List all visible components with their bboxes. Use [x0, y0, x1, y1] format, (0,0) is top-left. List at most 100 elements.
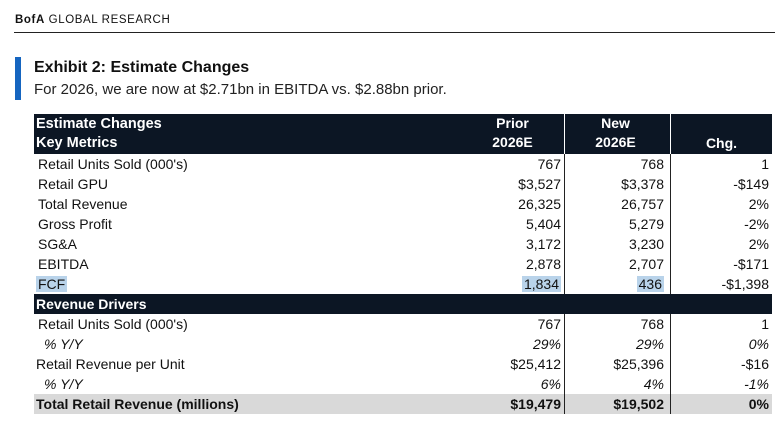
prior-value: 6%	[540, 376, 561, 392]
new-value: 2,707	[628, 256, 664, 272]
table-row: Retail Units Sold (000's) 767 768 1	[34, 314, 772, 334]
new-value: 26,757	[621, 196, 664, 212]
new-value: 436	[567, 274, 664, 294]
revenue-drivers-body: Retail Units Sold (000's) 767 768 1 % Y/…	[34, 314, 772, 414]
col-divider	[564, 334, 565, 354]
header-new-label: New	[601, 115, 630, 131]
col-divider	[564, 394, 565, 414]
chg-value: -$16	[740, 356, 769, 372]
table-row: % Y/Y 29% 29% 0%	[34, 334, 772, 354]
key-metrics-body: Retail Units Sold (000's) 767 768 1 Reta…	[34, 154, 772, 294]
row-label: Retail GPU	[38, 176, 109, 192]
chg-value: 1	[761, 316, 769, 332]
col-divider	[564, 314, 565, 334]
col-divider	[670, 234, 671, 254]
col-divider	[564, 214, 565, 234]
col-divider	[564, 354, 565, 374]
fcf-prior-highlight: 1,834	[521, 276, 561, 292]
header-divider-2	[670, 114, 671, 154]
exhibit-accent-bar	[15, 57, 21, 100]
col-divider	[564, 234, 565, 254]
new-value: 4%	[643, 376, 664, 392]
col-divider	[564, 174, 565, 194]
new-value: 768	[640, 156, 664, 172]
prior-value: 767	[537, 316, 561, 332]
table-row: EBITDA 2,878 2,707 -$171	[34, 254, 772, 274]
table-row-fcf: FCF 1,834 436 -$1,398	[34, 274, 772, 294]
col-divider	[564, 194, 565, 214]
row-label: FCF	[36, 274, 68, 294]
new-value: $3,378	[621, 176, 664, 192]
section-title: Revenue Drivers	[36, 296, 147, 312]
prior-value: 29%	[532, 336, 561, 352]
brand-bold: BofA	[15, 14, 45, 26]
prior-value: 3,172	[525, 236, 561, 252]
header-prior-year: 2026E	[492, 134, 533, 150]
chg-value: -$149	[733, 176, 769, 192]
prior-value: 1,834	[464, 274, 561, 294]
prior-value: $19,479	[510, 396, 561, 412]
row-label: Total Retail Revenue (millions)	[36, 396, 239, 412]
fcf-new-highlight: 436	[636, 276, 664, 292]
new-value: 768	[640, 316, 664, 332]
col-divider	[564, 254, 565, 274]
row-label: SG&A	[38, 236, 77, 252]
exhibit-title: Exhibit 2: Estimate Changes	[34, 59, 250, 76]
chg-value: -$1,398	[721, 276, 769, 292]
new-value: $25,396	[613, 356, 664, 372]
header-rule	[14, 32, 775, 33]
table-row: Retail Units Sold (000's) 767 768 1	[34, 154, 772, 174]
chg-value: -$171	[733, 256, 769, 272]
table-header: Estimate Changes Key Metrics Prior 2026E…	[34, 114, 772, 154]
exhibit-subtitle: For 2026, we are now at $2.71bn in EBITD…	[34, 81, 447, 98]
header-subtitle: Key Metrics	[36, 135, 118, 151]
header-prior-label: Prior	[496, 115, 529, 131]
brand-rest: GLOBAL RESEARCH	[44, 14, 171, 26]
table-row: Retail Revenue per Unit $25,412 $25,396 …	[34, 354, 772, 374]
table-row: Total Revenue 26,325 26,757 2%	[34, 194, 772, 214]
col-divider	[564, 374, 565, 394]
table-row-total: Total Retail Revenue (millions) $19,479 …	[34, 394, 772, 414]
col-divider	[670, 214, 671, 234]
row-label: Retail Units Sold (000's)	[38, 316, 188, 332]
col-divider	[670, 394, 671, 414]
prior-value: $25,412	[510, 356, 561, 372]
col-divider	[670, 174, 671, 194]
chg-value: 1	[761, 156, 769, 172]
row-label: Retail Revenue per Unit	[36, 356, 185, 372]
prior-value: 2,878	[525, 256, 561, 272]
row-label: Gross Profit	[38, 216, 112, 232]
new-value: 3,230	[628, 236, 664, 252]
header-new-year: 2026E	[595, 134, 636, 150]
header-title: Estimate Changes	[36, 116, 162, 132]
col-divider	[564, 154, 565, 174]
chg-value: 0%	[748, 336, 769, 352]
col-divider	[670, 314, 671, 334]
row-label: % Y/Y	[44, 336, 83, 352]
chg-value: 2%	[748, 196, 769, 212]
table-row: Gross Profit 5,404 5,279 -2%	[34, 214, 772, 234]
col-divider	[564, 274, 565, 294]
section-header-revenue-drivers: Revenue Drivers	[34, 294, 772, 314]
chg-value: 0%	[748, 396, 769, 412]
col-divider	[670, 274, 671, 294]
row-label: Retail Units Sold (000's)	[38, 156, 188, 172]
prior-value: $3,527	[518, 176, 561, 192]
col-divider	[670, 254, 671, 274]
header-divider-1	[564, 114, 565, 154]
table-row: % Y/Y 6% 4% -1%	[34, 374, 772, 394]
col-divider	[670, 354, 671, 374]
col-divider	[670, 154, 671, 174]
table-row: Retail GPU $3,527 $3,378 -$149	[34, 174, 772, 194]
row-label: Total Revenue	[38, 196, 128, 212]
chg-value: -2%	[744, 216, 769, 232]
chg-value: -1%	[744, 376, 769, 392]
prior-value: 5,404	[525, 216, 561, 232]
chg-value: 2%	[748, 236, 769, 252]
estimate-changes-table: Estimate Changes Key Metrics Prior 2026E…	[34, 114, 772, 414]
prior-value: 767	[537, 156, 561, 172]
fcf-label-highlight: FCF	[36, 276, 68, 292]
row-label: EBITDA	[38, 256, 89, 272]
brand-header: BofA GLOBAL RESEARCH	[15, 14, 170, 26]
prior-value: 26,325	[518, 196, 561, 212]
